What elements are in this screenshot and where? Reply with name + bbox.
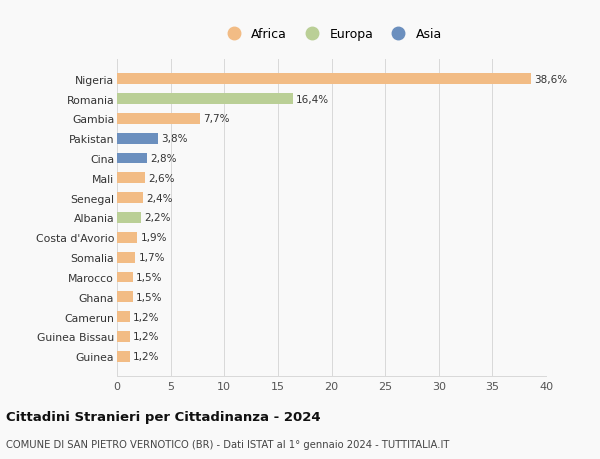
Bar: [117, 272, 133, 283]
Text: COMUNE DI SAN PIETRO VERNOTICO (BR) - Dati ISTAT al 1° gennaio 2024 - TUTTITALIA: COMUNE DI SAN PIETRO VERNOTICO (BR) - Da…: [6, 440, 449, 449]
Bar: [117, 252, 135, 263]
Bar: [117, 173, 145, 184]
Bar: [117, 94, 293, 105]
Bar: [117, 74, 531, 85]
Text: 1,5%: 1,5%: [136, 272, 163, 282]
Text: 1,5%: 1,5%: [136, 292, 163, 302]
Text: 3,8%: 3,8%: [161, 134, 187, 144]
Bar: [117, 114, 200, 124]
Bar: [117, 193, 143, 204]
Text: Cittadini Stranieri per Cittadinanza - 2024: Cittadini Stranieri per Cittadinanza - 2…: [6, 410, 320, 423]
Bar: [117, 153, 147, 164]
Bar: [117, 351, 130, 362]
Text: 2,2%: 2,2%: [144, 213, 170, 223]
Text: 1,2%: 1,2%: [133, 332, 160, 342]
Text: 1,7%: 1,7%: [139, 252, 165, 263]
Bar: [117, 134, 158, 144]
Legend: Africa, Europa, Asia: Africa, Europa, Asia: [221, 28, 442, 41]
Text: 1,9%: 1,9%: [140, 233, 167, 243]
Bar: [117, 213, 140, 224]
Text: 38,6%: 38,6%: [534, 74, 568, 84]
Text: 2,4%: 2,4%: [146, 193, 172, 203]
Bar: [117, 312, 130, 322]
Text: 1,2%: 1,2%: [133, 352, 160, 362]
Text: 2,6%: 2,6%: [148, 174, 175, 184]
Bar: [117, 232, 137, 243]
Text: 7,7%: 7,7%: [203, 114, 229, 124]
Text: 2,8%: 2,8%: [150, 154, 177, 164]
Text: 16,4%: 16,4%: [296, 94, 329, 104]
Bar: [117, 292, 133, 302]
Text: 1,2%: 1,2%: [133, 312, 160, 322]
Bar: [117, 331, 130, 342]
